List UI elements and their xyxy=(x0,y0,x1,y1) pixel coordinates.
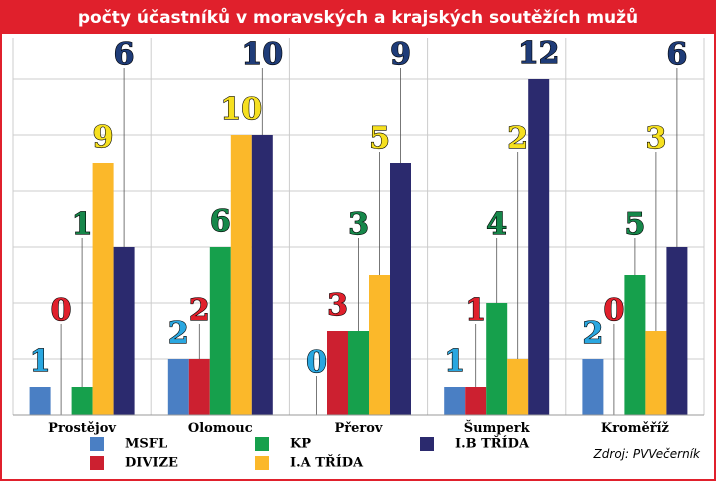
bar xyxy=(188,359,210,415)
bar xyxy=(582,359,604,415)
data-label: 1 xyxy=(72,207,93,242)
bar xyxy=(327,331,348,415)
source: Zdroj: PVVečerník xyxy=(593,447,701,461)
data-label: 6 xyxy=(114,37,135,72)
bar xyxy=(444,387,466,415)
data-label: 1 xyxy=(465,293,486,328)
legend-label: I.A TŘÍDA xyxy=(290,455,364,471)
title-banner xyxy=(0,0,716,34)
bar xyxy=(486,303,508,415)
data-label: 12 xyxy=(518,36,560,71)
bar xyxy=(209,247,231,415)
data-label: 3 xyxy=(327,288,348,323)
data-label: 1 xyxy=(30,344,51,379)
data-label: 3 xyxy=(348,207,369,242)
bar xyxy=(645,331,667,415)
data-label: 9 xyxy=(93,120,114,155)
data-label: 0 xyxy=(306,345,327,380)
data-label: 0 xyxy=(603,293,624,328)
data-label: 2 xyxy=(507,121,528,156)
data-label: 5 xyxy=(369,121,390,156)
data-label: 1 xyxy=(444,344,465,379)
bar xyxy=(390,163,411,415)
bar xyxy=(348,331,369,415)
bar xyxy=(624,275,646,415)
data-label: 0 xyxy=(51,293,72,328)
data-label: 6 xyxy=(666,37,687,72)
chart-title: počty účastníků v moravských a krajských… xyxy=(78,6,638,28)
legend-label: MSFL xyxy=(125,437,167,452)
bar xyxy=(113,247,135,415)
x-tick-label: Šumperk xyxy=(464,419,531,436)
x-tick-label: Olomouc xyxy=(188,421,253,436)
legend-swatch xyxy=(255,456,269,470)
bar xyxy=(666,247,688,415)
legend-swatch xyxy=(420,437,434,451)
bar xyxy=(71,387,93,415)
legend-swatch xyxy=(255,437,269,451)
bar xyxy=(230,135,252,415)
data-label: 2 xyxy=(582,316,603,351)
data-label: 5 xyxy=(624,207,645,242)
legend-label: KP xyxy=(290,437,311,452)
bar xyxy=(167,359,189,415)
legend-label: I.B TŘÍDA xyxy=(455,436,530,452)
legend-swatch xyxy=(90,456,104,470)
data-label: 2 xyxy=(168,316,189,351)
data-label: 3 xyxy=(645,121,666,156)
data-label: 2 xyxy=(189,293,210,328)
x-tick-label: Prostějov xyxy=(48,421,116,436)
bar xyxy=(92,163,114,415)
bar xyxy=(465,387,487,415)
data-label: 6 xyxy=(210,204,231,239)
bar xyxy=(528,79,550,415)
data-label: 10 xyxy=(241,37,283,72)
x-tick-label: Přerov xyxy=(335,421,383,436)
legend-swatch xyxy=(90,437,104,451)
data-label: 10 xyxy=(220,92,262,127)
legend-label: DIVIZE xyxy=(125,456,178,471)
data-label: 9 xyxy=(390,37,411,72)
data-label: 4 xyxy=(486,207,507,242)
bar xyxy=(369,275,390,415)
bar xyxy=(251,135,273,415)
bar xyxy=(29,387,51,415)
x-tick-label: Kroměříž xyxy=(601,421,669,436)
bar xyxy=(507,359,529,415)
